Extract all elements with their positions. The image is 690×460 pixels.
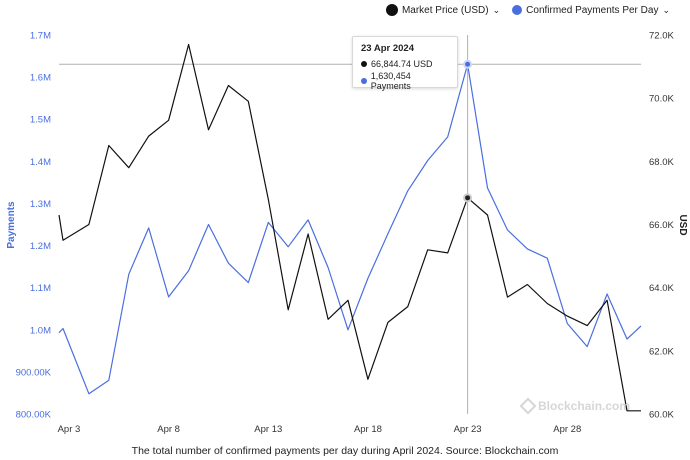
payments-line bbox=[58, 63, 642, 395]
left-tick-label: 1.4M bbox=[30, 157, 51, 168]
price-highlight-point bbox=[463, 193, 473, 203]
x-tick-label: Apr 18 bbox=[354, 424, 382, 435]
series-layer bbox=[58, 43, 642, 412]
left-tick-label: 1.2M bbox=[30, 241, 51, 252]
tooltip-dot-payments bbox=[361, 78, 367, 84]
legend-label-payments: Confirmed Payments Per Day bbox=[526, 4, 659, 16]
right-tick-label: 70.0K bbox=[649, 94, 674, 105]
right-tick-label: 60.0K bbox=[649, 410, 674, 421]
x-tick-label: Apr 13 bbox=[254, 424, 282, 435]
x-tick-label: Apr 3 bbox=[58, 424, 81, 435]
chevron-down-icon[interactable]: ⌄ bbox=[662, 4, 670, 15]
blockchain-logo-icon bbox=[519, 397, 537, 415]
left-axis-title: Payments bbox=[6, 201, 17, 249]
left-tick-label: 1.7M bbox=[30, 31, 51, 42]
right-axis-ticks: 60.0K 62.0K 64.0K 66.0K 68.0K 70.0K 72.0K bbox=[649, 31, 674, 421]
legend-label-price: Market Price (USD) bbox=[401, 4, 489, 16]
tooltip-price: 66,844.74 USD bbox=[371, 59, 433, 69]
left-tick-label: 1.0M bbox=[30, 325, 51, 336]
legend-dot-payments bbox=[512, 5, 523, 15]
right-tick-label: 64.0K bbox=[649, 283, 674, 294]
right-axis-title: USD bbox=[677, 214, 688, 235]
watermark-text: Blockchain.com bbox=[538, 399, 631, 413]
tooltip: 23 Apr 2024 66,844.74 USD 1,630,454 Paym… bbox=[352, 36, 458, 91]
tooltip-dot-price bbox=[361, 61, 367, 67]
x-tick-label: Apr 8 bbox=[157, 424, 180, 435]
left-tick-label: 800.00K bbox=[16, 410, 52, 421]
tooltip-row-payments: 1,630,454 Payments bbox=[361, 71, 449, 91]
left-tick-label: 1.3M bbox=[30, 199, 51, 210]
tooltip-row-price: 66,844.74 USD bbox=[361, 59, 449, 69]
right-tick-label: 72.0K bbox=[649, 31, 674, 42]
legend: Market Price (USD) ⌄ Confirmed Payments … bbox=[385, 4, 670, 16]
tooltip-payments: 1,630,454 Payments bbox=[370, 71, 411, 91]
left-tick-label: 1.1M bbox=[30, 283, 51, 294]
chevron-down-icon[interactable]: ⌄ bbox=[492, 4, 501, 15]
crosshair bbox=[59, 35, 641, 414]
watermark: Blockchain.com bbox=[519, 397, 631, 415]
payments-highlight-point bbox=[463, 59, 473, 69]
x-axis-ticks: Apr 3 Apr 8 Apr 13 Apr 18 Apr 23 Apr 28 bbox=[58, 424, 582, 435]
price-line bbox=[58, 43, 641, 412]
right-tick-label: 62.0K bbox=[649, 346, 674, 357]
left-tick-label: 1.5M bbox=[30, 115, 51, 126]
tooltip-date: 23 Apr 2024 bbox=[361, 43, 414, 54]
right-tick-label: 66.0K bbox=[649, 220, 674, 231]
right-tick-label: 68.0K bbox=[649, 157, 674, 168]
x-tick-label: Apr 23 bbox=[454, 424, 482, 435]
left-tick-label: 1.6M bbox=[30, 73, 51, 84]
highlight-markers bbox=[463, 59, 473, 203]
left-axis-ticks: 800.00K 900.00K 1.0M 1.1M 1.2M 1.3M 1.4M 1.5M 1.… bbox=[16, 31, 52, 421]
legend-item-payments[interactable]: Confirmed Payments Per Day ⌄ bbox=[512, 5, 670, 16]
left-tick-label: 900.00K bbox=[16, 367, 52, 378]
legend-dot-price bbox=[385, 4, 398, 16]
figure-caption: The total number of confirmed payments p… bbox=[131, 445, 559, 457]
legend-item-market-price[interactable]: Market Price (USD) ⌄ bbox=[385, 4, 501, 16]
x-tick-label: Apr 28 bbox=[553, 424, 581, 435]
